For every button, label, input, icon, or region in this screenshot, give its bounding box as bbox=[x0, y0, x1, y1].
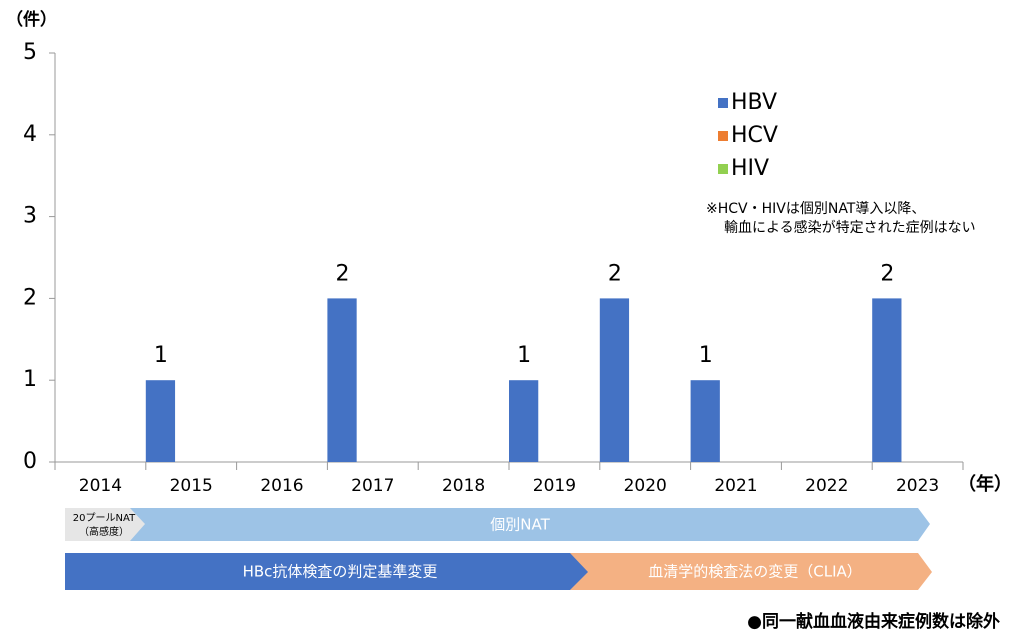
legend-label: HIV bbox=[731, 156, 769, 181]
timeline-label: 20プールNAT bbox=[73, 512, 136, 524]
y-tick-label: 4 bbox=[23, 122, 37, 147]
footnote: ●同一献血血液由来症例数は除外 bbox=[747, 611, 1000, 632]
timeline-label: HBc抗体検査の判定基準変更 bbox=[243, 563, 438, 581]
data-label: 2 bbox=[608, 261, 622, 286]
y-tick-label: 5 bbox=[23, 40, 37, 65]
data-label: 1 bbox=[517, 343, 531, 368]
bar bbox=[872, 298, 902, 462]
x-tick-label: 2022 bbox=[805, 476, 848, 496]
timeline-arrow bbox=[65, 553, 590, 590]
legend-note: ※HCV・HIVは個別NAT導入以降、 bbox=[706, 201, 925, 217]
legend-label: HBV bbox=[731, 90, 777, 115]
y-unit: （件） bbox=[6, 9, 57, 30]
x-tick-label: 2021 bbox=[714, 476, 757, 496]
x-tick-label: 2018 bbox=[442, 476, 485, 496]
y-tick-label: 0 bbox=[23, 449, 37, 474]
x-tick-label: 2014 bbox=[79, 476, 122, 496]
timeline-label: 個別NAT bbox=[490, 516, 550, 534]
x-tick-label: 2020 bbox=[624, 476, 667, 496]
x-unit: （年） bbox=[958, 473, 1009, 495]
bar bbox=[690, 380, 720, 462]
data-label: 1 bbox=[699, 343, 713, 368]
legend-note: 輸血による感染が特定された症例はない bbox=[724, 219, 976, 236]
y-tick-label: 3 bbox=[23, 204, 37, 229]
y-tick-label: 2 bbox=[23, 285, 37, 310]
legend-label: HCV bbox=[731, 123, 778, 148]
x-tick-label: 2016 bbox=[260, 476, 303, 496]
legend-swatch bbox=[718, 164, 728, 174]
timeline-label: （高感度） bbox=[79, 525, 129, 538]
data-label: 2 bbox=[336, 261, 350, 286]
x-tick-label: 2015 bbox=[170, 476, 213, 496]
timeline-arrow bbox=[65, 508, 150, 541]
x-tick-label: 2019 bbox=[533, 476, 576, 496]
data-label: 1 bbox=[154, 343, 168, 368]
x-tick-label: 2023 bbox=[896, 476, 939, 496]
timeline-label: 血清学的検査法の変更（CLIA） bbox=[648, 563, 862, 581]
timeline-arrow bbox=[570, 553, 932, 590]
bar bbox=[599, 298, 630, 462]
y-tick-label: 1 bbox=[23, 367, 37, 392]
data-label: 2 bbox=[880, 261, 894, 286]
timeline-arrow bbox=[130, 508, 930, 541]
bar bbox=[509, 380, 539, 462]
legend-swatch bbox=[718, 98, 728, 108]
bar bbox=[145, 380, 176, 462]
legend-swatch bbox=[718, 131, 728, 141]
x-tick-label: 2017 bbox=[351, 476, 394, 496]
bar bbox=[327, 298, 357, 462]
